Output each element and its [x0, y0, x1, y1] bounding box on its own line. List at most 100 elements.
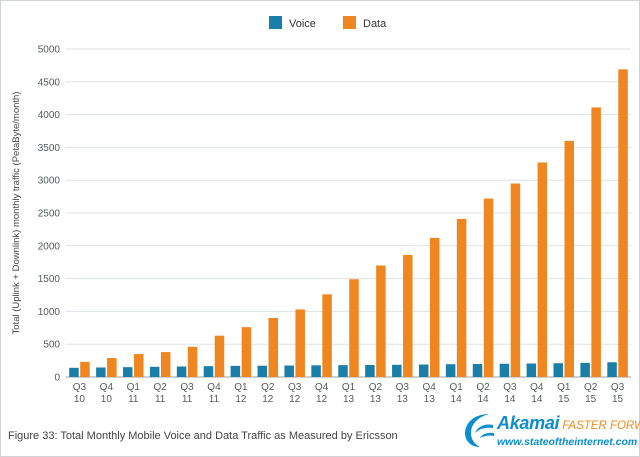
- voice-bar: [203, 366, 214, 377]
- x-tick-label: Q1: [342, 382, 356, 393]
- voice-bar: [176, 366, 187, 377]
- voice-bar: [526, 363, 537, 377]
- voice-bar: [257, 365, 268, 377]
- y-tick-label: 2000: [38, 241, 61, 252]
- x-tick-label: 15: [612, 394, 624, 405]
- logo-brand: Akamai: [497, 413, 560, 433]
- x-tick-label: Q3: [180, 382, 194, 393]
- x-tick-label: 14: [477, 394, 489, 405]
- data-bar: [187, 346, 198, 377]
- data-bar: [268, 317, 279, 377]
- x-tick-label: 12: [316, 394, 328, 405]
- voice-bar: [338, 365, 348, 377]
- x-tick-label: Q3: [503, 382, 517, 393]
- x-tick-label: Q4: [423, 382, 437, 393]
- logo-url[interactable]: www.stateoftheinternet.com: [497, 436, 638, 448]
- voice-bar: [392, 364, 402, 377]
- y-tick-label: 3000: [38, 176, 61, 187]
- data-bar: [134, 354, 144, 377]
- data-bar: [376, 265, 386, 377]
- data-bar: [295, 309, 305, 377]
- voice-bar: [607, 362, 617, 377]
- x-tick-label: 10: [74, 394, 86, 405]
- x-tick-label: 14: [531, 394, 543, 405]
- data-bar: [537, 162, 548, 377]
- voice-bar: [284, 365, 294, 377]
- x-tick-label: 14: [504, 394, 516, 405]
- data-bar: [456, 218, 467, 377]
- voice-bar: [365, 364, 375, 377]
- data-bar: [429, 237, 440, 377]
- x-tick-label: Q2: [153, 382, 167, 393]
- x-tick-label: Q4: [530, 382, 544, 393]
- y-tick-label: 0: [54, 373, 60, 384]
- x-tick-label: 13: [397, 394, 409, 405]
- x-tick-label: Q1: [557, 382, 571, 393]
- x-tick-label: Q4: [207, 382, 221, 393]
- x-tick-label: 11: [182, 394, 193, 405]
- x-tick-label: 14: [451, 394, 463, 405]
- data-bar: [591, 107, 601, 377]
- x-tick-label: Q2: [476, 382, 490, 393]
- data-legend-label: Data: [363, 18, 387, 30]
- x-tick-label: Q2: [261, 382, 275, 393]
- x-tick-label: Q3: [611, 382, 625, 393]
- data-bar: [107, 357, 117, 377]
- data-bar: [80, 361, 90, 377]
- voice-bar: [580, 362, 590, 377]
- voice-legend-label: Voice: [289, 18, 316, 30]
- data-bar: [510, 183, 521, 377]
- x-tick-label: 13: [370, 394, 382, 405]
- data-bar: [322, 294, 332, 377]
- voice-bar: [472, 364, 483, 377]
- data-bar: [160, 352, 171, 377]
- data-bar: [241, 327, 252, 377]
- x-tick-label: Q3: [288, 382, 302, 393]
- voice-legend-swatch: [269, 16, 282, 29]
- x-tick-label: 10: [101, 394, 113, 405]
- data-bar: [564, 140, 574, 377]
- figure-caption: Figure 33: Total Monthly Mobile Voice an…: [8, 430, 398, 442]
- voice-bar: [123, 367, 133, 377]
- logo-tagline: FASTER FORWARD: [562, 420, 640, 432]
- y-tick-label: 5000: [38, 45, 61, 56]
- voice-bar: [96, 367, 106, 377]
- x-tick-label: 11: [155, 394, 166, 405]
- voice-bar: [499, 363, 510, 377]
- voice-bar: [149, 366, 160, 377]
- x-tick-label: Q3: [396, 382, 410, 393]
- x-tick-label: Q2: [369, 382, 383, 393]
- x-tick-label: 12: [289, 394, 301, 405]
- y-axis-label: Total (Uplink + Downlink) monthly traffi…: [11, 92, 22, 335]
- voice-bar: [445, 364, 456, 377]
- data-bar: [483, 198, 494, 377]
- x-tick-label: Q1: [234, 382, 248, 393]
- x-tick-label: Q1: [449, 382, 463, 393]
- data-bar: [214, 335, 225, 377]
- data-bar: [618, 69, 628, 377]
- voice-bar: [69, 367, 79, 377]
- x-tick-label: 12: [262, 394, 274, 405]
- y-tick-label: 4500: [38, 77, 61, 88]
- data-legend-swatch: [343, 16, 356, 29]
- x-tick-label: Q3: [73, 382, 87, 393]
- voice-bar: [311, 365, 321, 377]
- bar-chart: 0 500 1000 1500 2000 2500 3000 3500 4000 4500 5000…: [11, 16, 631, 405]
- x-tick-label: 15: [585, 394, 597, 405]
- x-tick-label: 15: [558, 394, 570, 405]
- y-tick-label: 1000: [38, 307, 61, 318]
- y-tick-label: 4000: [38, 110, 61, 121]
- voice-bar: [230, 365, 241, 377]
- y-tick-label: 1500: [38, 274, 61, 285]
- x-tick-label: 13: [424, 394, 436, 405]
- voice-bar: [553, 363, 563, 377]
- data-bar: [349, 279, 359, 377]
- data-bar: [403, 254, 413, 377]
- x-tick-label: Q4: [315, 382, 329, 393]
- x-tick-label: Q2: [584, 382, 598, 393]
- x-tick-label: Q4: [100, 382, 114, 393]
- y-tick-label: 2500: [38, 209, 61, 220]
